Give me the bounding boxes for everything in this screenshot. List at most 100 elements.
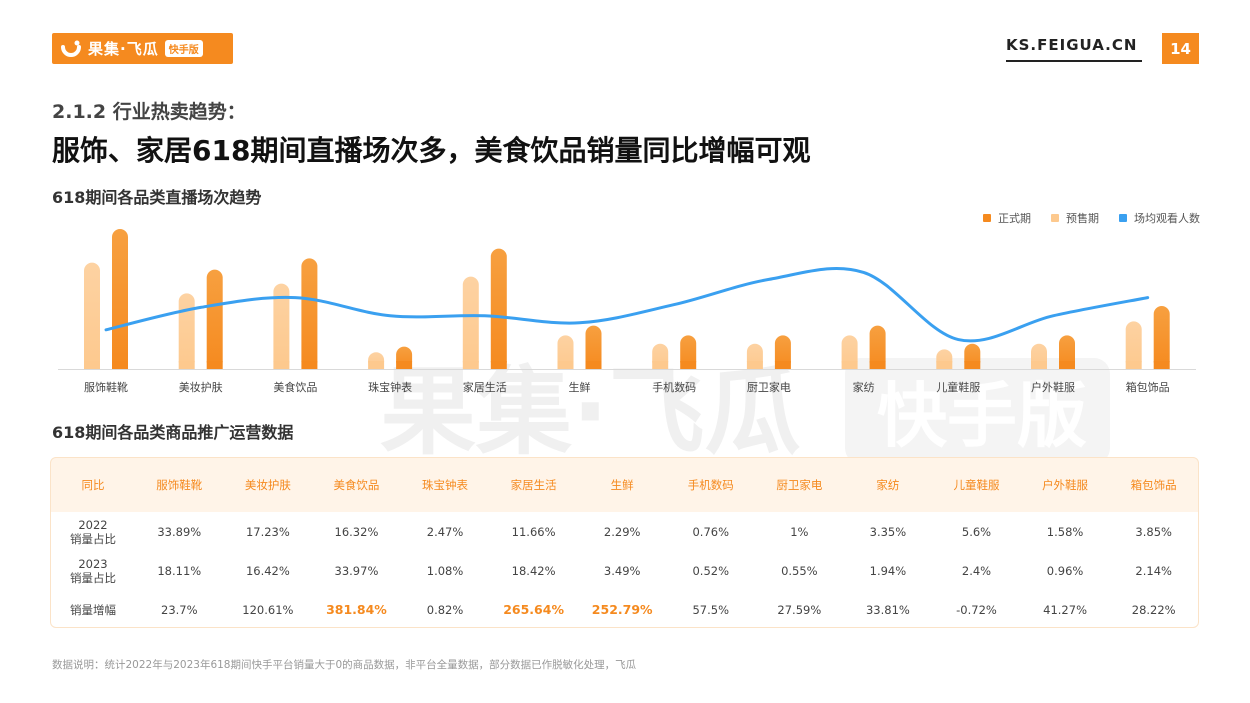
x-tick-label: 户外鞋服 (1031, 380, 1075, 394)
table-header-label: 同比 (81, 478, 105, 492)
bar-presale (841, 335, 858, 369)
table-header-cell: 箱包饰品 (1130, 478, 1177, 492)
legend-item-viewers: 场均观看人数 (1119, 210, 1200, 226)
data-note: 数据说明：统计2022年与2023年618期间快手平台销量大于0的商品数据，非平… (52, 659, 637, 671)
bar-formal (301, 258, 318, 369)
legend-swatch-presale (1051, 214, 1059, 222)
line-avg-viewers (104, 266, 1150, 343)
bar-formal-base (869, 361, 886, 369)
x-tick-label: 家居生活 (463, 380, 507, 394)
table-cell: 1.94% (869, 563, 907, 578)
bar-presale-base (368, 361, 385, 369)
logo-icon (61, 40, 81, 57)
bar-presale-base (746, 361, 763, 369)
bar-formal (490, 248, 507, 369)
bar-formal (585, 325, 602, 369)
bar-presale-base (84, 361, 100, 369)
x-tick-label: 美妆护肤 (179, 380, 223, 394)
table-cell: 27.59% (777, 602, 822, 617)
row-label: 2023 销量占比 (70, 556, 116, 585)
table-header-row: 同比 服饰鞋靴 美妆护肤 美食饮品 珠宝钟表 家居生活 生鲜 手机数码 厨卫家电 家纺 儿童鞋服 户外… (51, 458, 1198, 512)
bar-formal-base (1059, 361, 1075, 369)
table-cell: 41.27% (1043, 602, 1087, 617)
bar-presale (1125, 321, 1142, 369)
table-header-cell: 美食饮品 (333, 478, 380, 492)
bar-formal (680, 335, 697, 369)
bar-formal (774, 335, 791, 369)
bar-presale-base (178, 361, 195, 369)
x-tick-label: 美食饮品 (273, 380, 317, 394)
chart-section-title: 618期间各品类直播场次趋势 (52, 188, 262, 207)
bar-formal-base (396, 361, 413, 369)
table-cell: 5.6% (961, 524, 992, 539)
table-header-cell: 服饰鞋靴 (156, 478, 203, 492)
table-cell: 11.66% (511, 524, 556, 539)
bar-presale-base (652, 361, 669, 369)
table-cell: 120.61% (242, 602, 294, 617)
table-cell: 3.35% (869, 524, 907, 539)
table-cell: 18.11% (157, 563, 202, 578)
table-cell: 2.14% (1135, 563, 1172, 578)
table-cell: 2.4% (961, 563, 992, 578)
table-cell: 0.82% (426, 602, 464, 617)
bar-presale-base (1031, 361, 1047, 369)
bar-presale (273, 283, 290, 369)
table-cell: 1% (790, 524, 809, 539)
section-subtitle: 2.1.2 行业热卖趋势： (52, 101, 246, 123)
bar-formal (206, 269, 223, 369)
table-header-cell: 户外鞋服 (1042, 478, 1089, 492)
bar-presale-base (462, 361, 479, 369)
x-tick-label: 珠宝钟表 (368, 380, 412, 394)
legend-label-formal: 正式期 (998, 212, 1031, 225)
bar-presale-base (936, 361, 953, 369)
table-header-cell: 美妆护肤 (244, 478, 291, 492)
x-tick-label: 厨卫家电 (747, 380, 791, 394)
bar-formal (1059, 335, 1075, 369)
x-tick-label: 儿童鞋服 (936, 380, 980, 394)
table-cell: 2.47% (426, 524, 464, 539)
bar-presale (462, 276, 479, 369)
table-header-cell: 儿童鞋服 (953, 478, 1000, 492)
data-table: 同比 服饰鞋靴 美妆护肤 美食饮品 珠宝钟表 家居生活 生鲜 手机数码 厨卫家电 家纺 儿童鞋服 户外… (51, 458, 1198, 627)
legend-label-presale: 预售期 (1066, 212, 1099, 225)
table-cell: 265.64% (503, 601, 564, 617)
bar-presale-base (273, 361, 290, 369)
table-cell: 18.42% (511, 563, 556, 578)
table-header-cell: 家纺 (876, 478, 900, 492)
bar-formal-base (964, 361, 981, 369)
bar-presale-base (1125, 361, 1142, 369)
table-cell: 28.22% (1131, 602, 1176, 617)
table-cell: 33.89% (157, 524, 202, 539)
row-label: 销量增幅 (70, 602, 116, 617)
row-label: 2022 销量占比 (70, 517, 116, 546)
bar-formal (869, 325, 886, 369)
chart-legend: 正式期 预售期 场均观看人数 (963, 210, 1200, 226)
bar-formal-base (585, 361, 602, 369)
site-underline (1006, 60, 1142, 62)
bar-presale (84, 262, 100, 369)
bar-formal (1153, 306, 1170, 369)
live-sessions-chart: 服饰鞋靴 美妆护肤 美食饮品 珠宝钟表 家居生活 生鲜 手机数码 厨卫家电 家纺 儿童鞋服 户外鞋服… (58, 229, 1196, 394)
table-cell: 1.58% (1046, 524, 1084, 539)
legend-label-viewers: 场均观看人数 (1134, 212, 1200, 225)
table-cell: 23.7% (161, 602, 198, 617)
table-cell: 57.5% (692, 602, 730, 617)
table-header-cell: 厨卫家电 (776, 478, 823, 492)
promotion-data-table: 同比 服饰鞋靴 美妆护肤 美食饮品 珠宝钟表 家居生活 生鲜 手机数码 厨卫家电 家纺 儿童鞋服 户外… (50, 457, 1199, 628)
table-cell: 3.85% (1135, 524, 1172, 539)
bar-formal-base (680, 361, 697, 369)
bar-presale-base (841, 361, 858, 369)
bar-formal (112, 229, 128, 369)
table-row: 销量增幅 23.7% 120.61% 381.84% 0.82% 265.64% 252.7… (51, 590, 1198, 627)
bar-presale (178, 293, 195, 369)
table-cell: 0.96% (1046, 563, 1084, 578)
table-cell: 33.97% (334, 563, 379, 578)
table-row: 2022 销量占比 33.89% 17.23% 16.32% 2.47% 11.66% 2.2… (51, 512, 1198, 551)
table-cell: 0.52% (692, 563, 730, 578)
brand-logo: 果集·飞瓜 快手版 (52, 33, 233, 64)
table-cell: 1.08% (426, 563, 464, 578)
bar-formal-base (774, 361, 791, 369)
bar-formal-base (301, 361, 318, 369)
bar-formal-base (206, 361, 223, 369)
site-url: KS.FEIGUA.CN (1006, 36, 1138, 54)
